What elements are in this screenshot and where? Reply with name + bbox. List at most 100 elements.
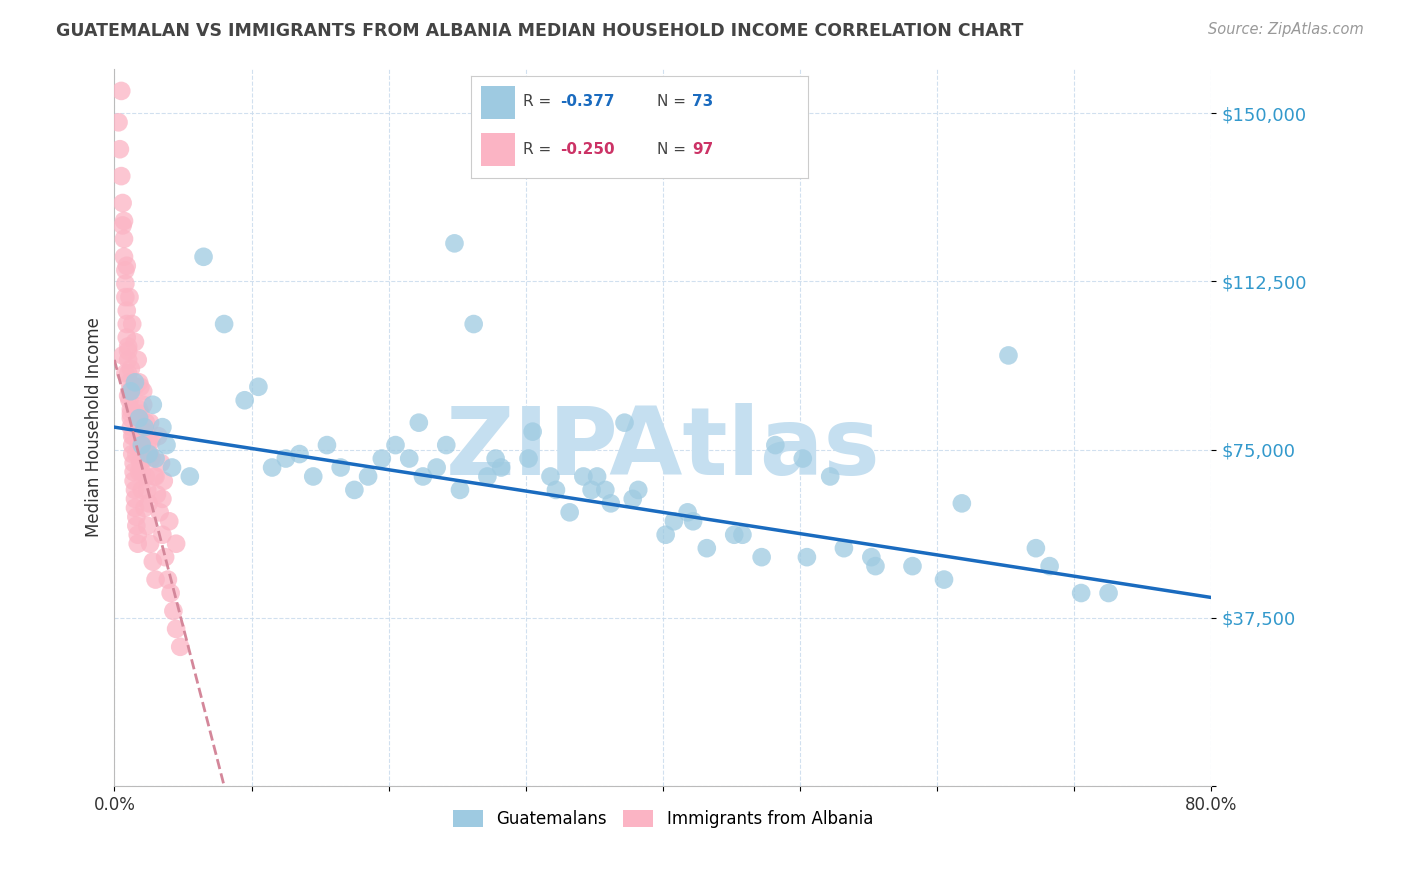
Point — [121, 429, 143, 443]
Point — [124, 500, 146, 515]
Point — [118, 384, 141, 399]
Point — [118, 376, 141, 390]
Point — [122, 429, 145, 443]
Point — [128, 465, 150, 479]
Text: R =: R = — [523, 94, 551, 109]
Point — [128, 402, 150, 417]
Point — [115, 330, 138, 344]
Point — [426, 460, 449, 475]
Text: N =: N = — [657, 142, 686, 157]
Point — [114, 277, 136, 291]
Point — [193, 250, 215, 264]
Point — [107, 115, 129, 129]
Point — [136, 518, 159, 533]
Point — [110, 169, 132, 183]
Point — [127, 527, 149, 541]
Point — [125, 509, 148, 524]
Point — [114, 263, 136, 277]
Point — [731, 527, 754, 541]
Point — [114, 290, 136, 304]
Point — [627, 483, 650, 497]
Point — [117, 339, 139, 353]
Point — [1039, 559, 1062, 574]
Point — [723, 527, 745, 541]
Point — [540, 469, 562, 483]
Point — [654, 527, 676, 541]
Point — [135, 469, 157, 483]
Point — [156, 573, 179, 587]
Point — [131, 425, 153, 439]
Point — [792, 451, 814, 466]
Point — [152, 527, 174, 541]
Point — [696, 541, 718, 556]
Point — [489, 460, 512, 475]
Point — [129, 456, 152, 470]
Point — [124, 376, 146, 390]
Point — [159, 586, 181, 600]
Point — [120, 362, 142, 376]
Point — [115, 303, 138, 318]
Point — [122, 465, 145, 479]
Point — [572, 469, 595, 483]
Point — [398, 451, 420, 466]
Y-axis label: Median Household Income: Median Household Income — [86, 318, 103, 537]
Text: -0.377: -0.377 — [561, 94, 614, 109]
Legend: Guatemalans, Immigrants from Albania: Guatemalans, Immigrants from Albania — [446, 804, 880, 835]
Point — [139, 447, 162, 461]
Point — [796, 550, 818, 565]
Point — [152, 491, 174, 506]
Point — [111, 348, 134, 362]
Point — [142, 398, 165, 412]
Point — [118, 393, 141, 408]
Point — [134, 425, 156, 439]
Point — [111, 196, 134, 211]
Point — [145, 451, 167, 466]
Point — [117, 343, 139, 358]
Point — [120, 384, 142, 399]
Point — [145, 573, 167, 587]
Point — [558, 505, 581, 519]
Point — [1070, 586, 1092, 600]
Point — [121, 438, 143, 452]
Point — [132, 438, 155, 452]
Point — [136, 483, 159, 497]
Point — [165, 622, 187, 636]
Bar — [481, 87, 515, 119]
Point — [127, 352, 149, 367]
Point — [662, 514, 685, 528]
Point — [111, 219, 134, 233]
Point — [117, 367, 139, 381]
Point — [138, 434, 160, 448]
Text: N =: N = — [657, 94, 686, 109]
Point — [124, 483, 146, 497]
Point — [1097, 586, 1119, 600]
Point — [139, 416, 162, 430]
Point — [865, 559, 887, 574]
Point — [115, 317, 138, 331]
Point — [212, 317, 235, 331]
Point — [152, 420, 174, 434]
Point — [997, 348, 1019, 362]
Point — [274, 451, 297, 466]
Point — [595, 483, 617, 497]
Point — [120, 411, 142, 425]
Text: ZIPAtlas: ZIPAtlas — [446, 402, 880, 495]
Point — [763, 438, 786, 452]
Text: 97: 97 — [692, 142, 713, 157]
Point — [160, 460, 183, 475]
Point — [613, 416, 636, 430]
Point — [932, 573, 955, 587]
Point — [131, 438, 153, 452]
Point — [233, 393, 256, 408]
Point — [120, 420, 142, 434]
Point — [145, 469, 167, 483]
Point — [586, 469, 609, 483]
Point — [142, 555, 165, 569]
Point — [1025, 541, 1047, 556]
Point — [112, 214, 135, 228]
Point — [122, 456, 145, 470]
Point — [443, 236, 465, 251]
Point — [316, 438, 339, 452]
Point — [153, 550, 176, 565]
Point — [141, 434, 163, 448]
